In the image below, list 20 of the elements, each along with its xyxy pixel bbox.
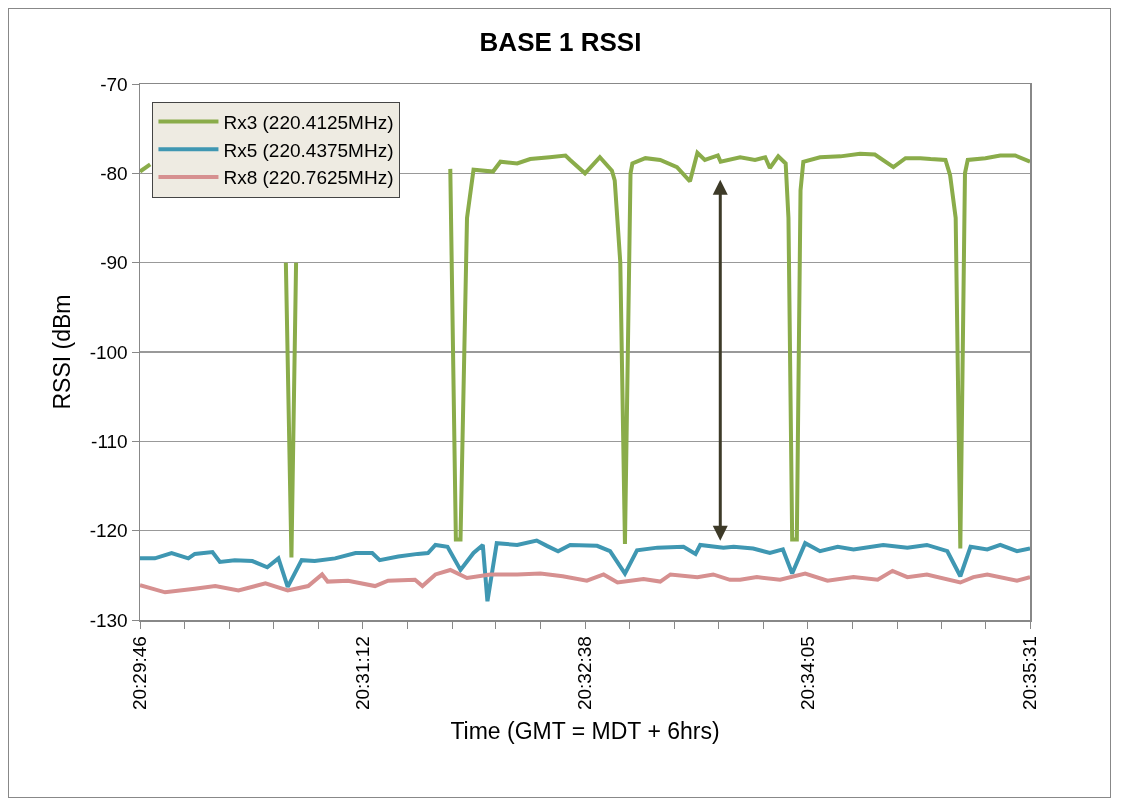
y-tick-label: -90 <box>100 252 128 274</box>
chart-title: BASE 1 RSSI <box>479 27 642 58</box>
line-series <box>140 538 1030 604</box>
y-tick-label: -70 <box>100 73 128 95</box>
y-tick-label: -110 <box>91 430 128 452</box>
y-axis-title: RSSI (dBm <box>49 294 76 410</box>
y-tick-label: -120 <box>89 520 128 542</box>
legend-label: Rx3 (220.4125MHz) <box>223 111 394 133</box>
x-tick-label: 20:32:38 <box>574 636 596 711</box>
y-tick-label: -80 <box>100 162 128 184</box>
x-tick-label: 20:29:46 <box>129 636 151 711</box>
x-tick-label: 20:35:31 <box>1019 636 1041 711</box>
line-series <box>140 567 1030 595</box>
x-axis-title: Time (GMT = MDT + 6hrs) <box>450 718 720 745</box>
y-tick-label: -130 <box>89 609 128 631</box>
legend-label: Rx5 (220.4375MHz) <box>223 139 394 161</box>
x-tick-label: 20:31:12 <box>352 636 374 711</box>
legend-label: Rx8 (220.7625MHz) <box>223 167 394 189</box>
y-tick-label: -100 <box>89 341 128 363</box>
x-tick-label: 20:34:05 <box>797 636 819 711</box>
